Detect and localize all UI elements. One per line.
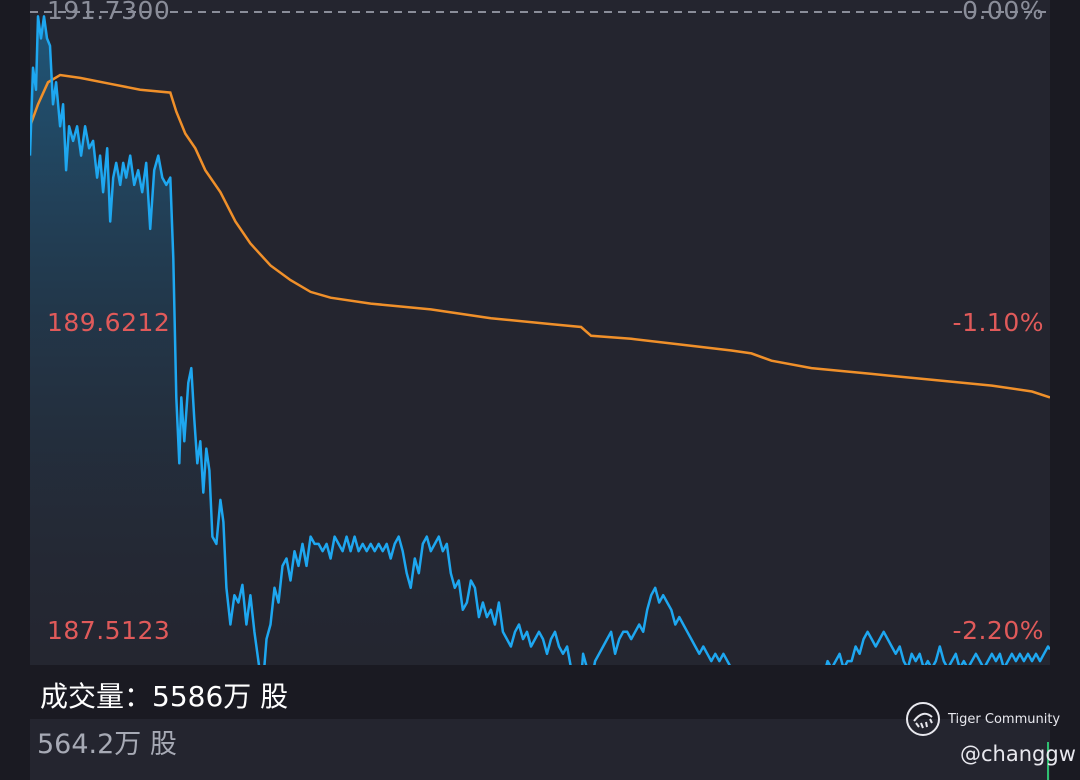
watermark-user: @changgw <box>960 742 1076 766</box>
volume-title: 成交量：5586万 股 <box>40 680 289 713</box>
volume-bar <box>1047 742 1049 780</box>
price-area-fill <box>30 16 1050 665</box>
y-axis-label-top-right: 0.00% <box>962 0 1044 25</box>
price-chart[interactable] <box>30 0 1050 665</box>
watermark-brand: Tiger Community <box>948 712 1061 727</box>
volume-header: 成交量：5586万 股 <box>0 665 1080 719</box>
volume-bar-value: 564.2万 股 <box>37 729 177 760</box>
price-chart-svg <box>30 11 1050 665</box>
y-axis-label-mid-right: -1.10% <box>952 308 1044 337</box>
volume-panel[interactable] <box>30 719 1050 780</box>
price-line <box>30 15 1050 665</box>
y-axis-label-top-left: 191.7300 <box>47 0 171 25</box>
y-axis-label-mid-left: 189.6212 <box>47 308 171 337</box>
y-axis-label-bottom-right: -2.20% <box>952 616 1044 645</box>
y-axis-label-bottom-left: 187.5123 <box>47 616 171 645</box>
tiger-logo-icon <box>906 702 940 736</box>
average-price-line <box>30 73 1050 399</box>
